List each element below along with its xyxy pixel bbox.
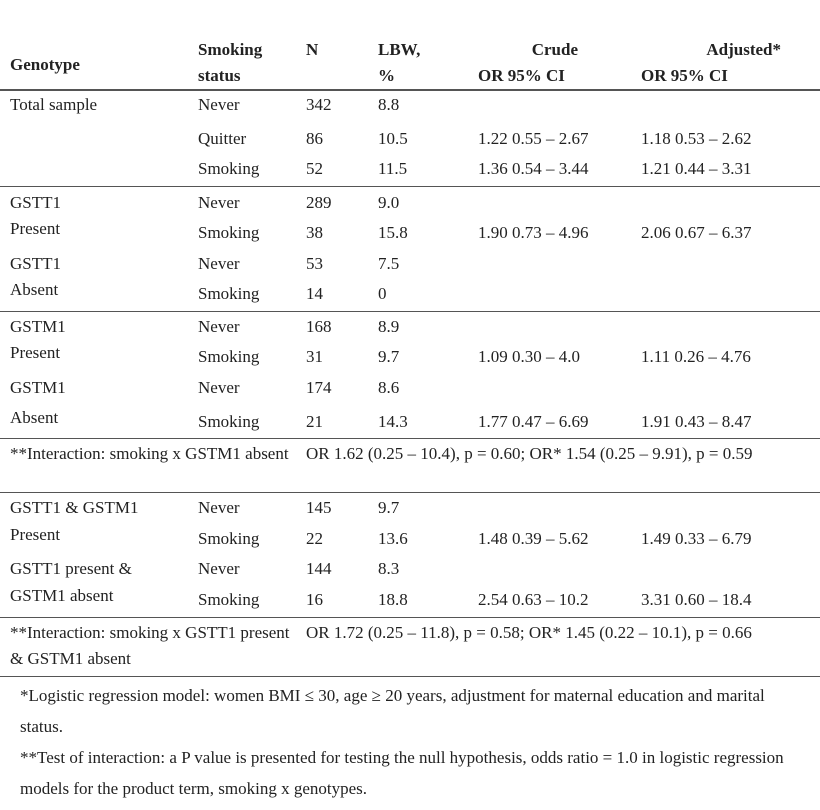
- cell-lbw: 8.9: [378, 317, 400, 336]
- header-cell: N: [306, 40, 319, 59]
- cell-genotype: Absent: [10, 408, 59, 427]
- cell-n: 289: [306, 193, 332, 212]
- cell-adjusted: 1.91 0.43 – 8.47: [641, 412, 752, 431]
- cell-n: 31: [306, 347, 323, 366]
- cell-crude: 2.54 0.63 – 10.2: [478, 590, 589, 609]
- cell-genotype: GSTT1 present &: [10, 559, 132, 578]
- rule-line: [0, 676, 820, 677]
- cell-genotype: Total sample: [10, 95, 98, 114]
- cell-crude: 1.48 0.39 – 5.62: [478, 529, 589, 548]
- cell-lbw: 9.0: [378, 193, 400, 212]
- cell-smoking: Smoking: [198, 284, 260, 303]
- cell-n: 174: [306, 378, 332, 397]
- cell-lbw: 0: [378, 284, 387, 303]
- cell-crude: 1.22 0.55 – 2.67: [478, 129, 589, 148]
- cell-smoking: Quitter: [198, 129, 247, 148]
- rule-line: [0, 186, 820, 187]
- cell-n: 145: [306, 498, 332, 517]
- cell-smoking: Never: [198, 498, 240, 517]
- cell-lbw: 9.7: [378, 498, 400, 517]
- footnote: **Test of interaction: a P value is pres…: [20, 748, 784, 798]
- rule-line: [0, 89, 820, 91]
- cell-adjusted: 2.06 0.67 – 6.37: [641, 223, 752, 242]
- cell-n: 342: [306, 95, 332, 114]
- cell-crude: 1.77 0.47 – 6.69: [478, 412, 589, 431]
- cell-crude: 1.36 0.54 – 3.44: [478, 159, 589, 178]
- cell-smoking: Smoking: [198, 223, 260, 242]
- cell-smoking: Smoking: [198, 412, 260, 431]
- cell-smoking: Smoking: [198, 590, 260, 609]
- cell-genotype: GSTM1: [10, 317, 66, 336]
- cell-smoking: Never: [198, 95, 240, 114]
- cell-lbw: 13.6: [378, 529, 408, 548]
- header-cell: status: [198, 66, 241, 85]
- cell-smoking: Never: [198, 193, 240, 212]
- footnote: *Logistic regression model: women BMI ≤ …: [20, 686, 765, 736]
- interaction-label: **Interaction: smoking x GSTM1 absent: [10, 444, 289, 463]
- interaction-text: OR 1.62 (0.25 – 10.4), p = 0.60; OR* 1.5…: [306, 444, 753, 463]
- header-cell: OR 95% CI: [641, 66, 728, 85]
- cell-genotype: GSTM1 absent: [10, 586, 114, 605]
- cell-smoking: Never: [198, 559, 240, 578]
- cell-n: 52: [306, 159, 323, 178]
- cell-lbw: 11.5: [378, 159, 408, 178]
- cell-lbw: 15.8: [378, 223, 408, 242]
- cell-smoking: Smoking: [198, 529, 260, 548]
- cell-adjusted: 1.21 0.44 – 3.31: [641, 159, 752, 178]
- header-cell: LBW,: [378, 40, 421, 59]
- rule-line: [0, 311, 820, 312]
- rule-line: [0, 492, 820, 493]
- cell-genotype: Present: [10, 343, 61, 362]
- cell-n: 21: [306, 412, 323, 431]
- cell-adjusted: 1.49 0.33 – 6.79: [641, 529, 752, 548]
- interaction-label: **Interaction: smoking x GSTT1 present &…: [10, 623, 290, 668]
- cell-smoking: Smoking: [198, 159, 260, 178]
- interaction-text: OR 1.72 (0.25 – 11.8), p = 0.58; OR* 1.4…: [306, 623, 752, 642]
- header-cell: Crude: [531, 40, 578, 59]
- cell-n: 168: [306, 317, 332, 336]
- rule-line: [0, 438, 820, 439]
- cell-genotype: GSTM1: [10, 378, 66, 397]
- cell-n: 22: [306, 529, 323, 548]
- cell-n: 53: [306, 254, 323, 273]
- cell-lbw: 8.6: [378, 378, 400, 397]
- rule-line: [0, 617, 820, 618]
- cell-smoking: Never: [198, 378, 240, 397]
- cell-n: 14: [306, 284, 323, 303]
- cell-adjusted: 1.18 0.53 – 2.62: [641, 129, 752, 148]
- cell-n: 144: [306, 559, 332, 578]
- cell-lbw: 14.3: [378, 412, 408, 431]
- cell-n: 38: [306, 223, 323, 242]
- cell-genotype: GSTT1: [10, 193, 61, 212]
- cell-n: 16: [306, 590, 323, 609]
- cell-smoking: Smoking: [198, 347, 260, 366]
- header-cell: Smoking: [198, 40, 263, 59]
- cell-smoking: Never: [198, 317, 240, 336]
- cell-crude: 1.90 0.73 – 4.96: [478, 223, 589, 242]
- cell-genotype: Absent: [10, 280, 59, 299]
- cell-smoking: Never: [198, 254, 240, 273]
- cell-lbw: 8.3: [378, 559, 400, 578]
- cell-lbw: 7.5: [378, 254, 400, 273]
- cell-crude: 1.09 0.30 – 4.0: [478, 347, 580, 366]
- cell-n: 86: [306, 129, 323, 148]
- cell-adjusted: 1.11 0.26 – 4.76: [641, 347, 751, 366]
- cell-lbw: 9.7: [378, 347, 400, 366]
- cell-adjusted: 3.31 0.60 – 18.4: [641, 590, 752, 609]
- header-cell: Genotype: [10, 55, 80, 74]
- header-cell: %: [378, 66, 395, 85]
- cell-genotype: GSTT1: [10, 254, 61, 273]
- header-cell: Adjusted*: [706, 40, 781, 59]
- cell-lbw: 18.8: [378, 590, 408, 609]
- cell-genotype: GSTT1 & GSTM1: [10, 498, 139, 517]
- cell-lbw: 10.5: [378, 129, 408, 148]
- cell-genotype: Present: [10, 525, 61, 544]
- cell-genotype: Present: [10, 219, 61, 238]
- cell-lbw: 8.8: [378, 95, 400, 114]
- header-cell: OR 95% CI: [478, 66, 565, 85]
